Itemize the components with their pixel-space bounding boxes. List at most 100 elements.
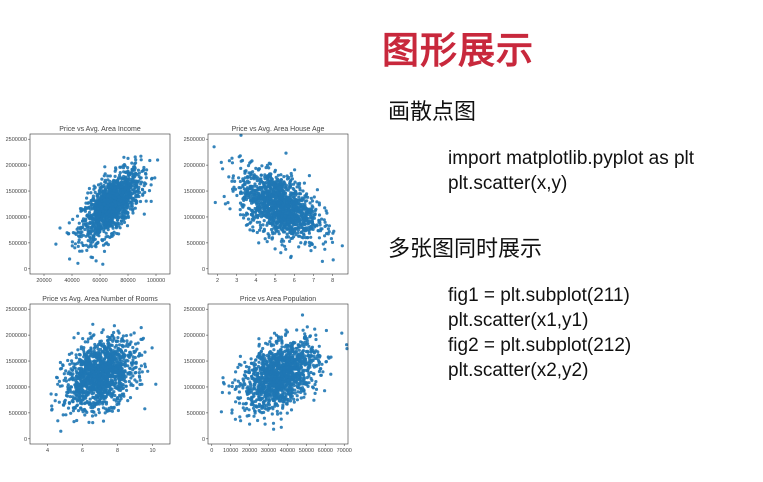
scatter-point <box>73 242 77 246</box>
scatter-point <box>252 363 256 367</box>
scatter-point <box>102 396 106 400</box>
scatter-point <box>104 206 108 210</box>
scatter-point <box>106 243 110 247</box>
y-tick-label: 1500000 <box>6 189 27 195</box>
scatter-point <box>239 159 243 163</box>
scatter-point <box>117 195 121 199</box>
scatter-point <box>74 356 78 360</box>
scatter-point <box>291 217 295 221</box>
scatter-point <box>129 333 133 337</box>
scatter-point <box>305 192 309 196</box>
scatter-point <box>116 336 120 340</box>
scatter-point <box>117 331 121 335</box>
scatter-point <box>78 401 83 405</box>
scatter-point <box>305 213 309 217</box>
scatter-point <box>314 207 318 211</box>
scatter-point <box>315 200 319 204</box>
scatter-point <box>286 227 290 231</box>
scatter-point <box>88 387 92 391</box>
scatter-point <box>94 200 98 204</box>
scatter-point <box>125 195 129 199</box>
scatter-point <box>117 388 121 392</box>
y-tick-label: 2500000 <box>184 137 205 143</box>
scatter-point <box>95 194 99 198</box>
scatter-point <box>136 168 140 172</box>
scatter-point <box>104 235 108 239</box>
scatter-point <box>111 352 115 356</box>
scatter-point <box>113 393 117 398</box>
scatter-point <box>285 201 289 205</box>
scatter-point <box>120 211 124 215</box>
scatter-point <box>106 194 110 198</box>
scatter-point <box>312 213 316 217</box>
scatter-point <box>112 337 116 341</box>
scatter-point <box>101 328 105 332</box>
scatter-point <box>265 192 269 196</box>
scatter-point <box>134 161 138 165</box>
scatter-point <box>277 216 281 220</box>
scatter-point <box>126 344 130 348</box>
scatter-point <box>101 364 105 369</box>
scatter-point <box>136 193 140 197</box>
scatter-point <box>81 391 85 395</box>
scatter-point <box>101 209 105 213</box>
scatter-point <box>71 409 75 413</box>
chart-title: Price vs Avg. Area Income <box>59 126 141 133</box>
scatter-point <box>108 174 112 178</box>
scatter-point <box>82 352 87 356</box>
scatter-point <box>263 185 267 189</box>
x-tick-label: 20000 <box>36 278 51 284</box>
scatter-point <box>133 355 137 360</box>
scatter-point <box>106 378 110 382</box>
scatter-point <box>299 241 303 245</box>
scatter-point <box>122 155 126 159</box>
scatter-point <box>236 379 240 383</box>
scatter-point <box>100 238 104 242</box>
scatter-point <box>120 354 124 358</box>
scatter-point <box>86 215 90 219</box>
scatter-point <box>111 391 115 395</box>
scatter-point <box>268 162 273 166</box>
scatter-point <box>318 223 322 227</box>
scatter-point <box>272 191 276 195</box>
scatter-point <box>103 178 107 182</box>
scatter-point <box>89 237 93 241</box>
scatter-point <box>230 156 234 160</box>
scatter-point <box>221 167 225 171</box>
scatter-point <box>249 384 253 388</box>
scatter-point <box>103 222 107 226</box>
scatter-point <box>287 215 291 219</box>
scatter-point <box>103 363 107 367</box>
scatter-point <box>134 199 138 203</box>
scatter-point <box>266 178 270 182</box>
scatter-point <box>97 367 101 371</box>
chart-title: Price vs Avg. Area House Age <box>232 126 325 133</box>
scatter-point <box>297 234 301 238</box>
scatter-point <box>261 353 265 357</box>
scatter-point <box>97 381 101 385</box>
scatter-point <box>129 184 133 188</box>
scatter-point <box>123 353 127 357</box>
scatter-point <box>314 387 319 391</box>
scatter-point <box>67 352 71 356</box>
scatter-point <box>237 390 241 394</box>
scatter-point <box>98 386 102 391</box>
scatter-point <box>253 206 257 211</box>
scatter-point <box>254 196 258 200</box>
scatter-point <box>321 242 325 246</box>
scatter-point <box>94 216 98 220</box>
scatter-point <box>120 177 124 181</box>
scatter-point <box>268 192 272 196</box>
scatter-point <box>102 202 106 206</box>
x-tick-label: 10 <box>149 448 155 454</box>
scatter-point <box>81 362 85 366</box>
scatter-point <box>105 215 109 219</box>
scatter-point <box>276 229 280 233</box>
scatter-point <box>238 154 242 158</box>
scatter-point <box>91 240 95 244</box>
scatter-point <box>124 334 129 338</box>
scatter-point <box>124 184 128 188</box>
scatter-point <box>307 213 311 217</box>
